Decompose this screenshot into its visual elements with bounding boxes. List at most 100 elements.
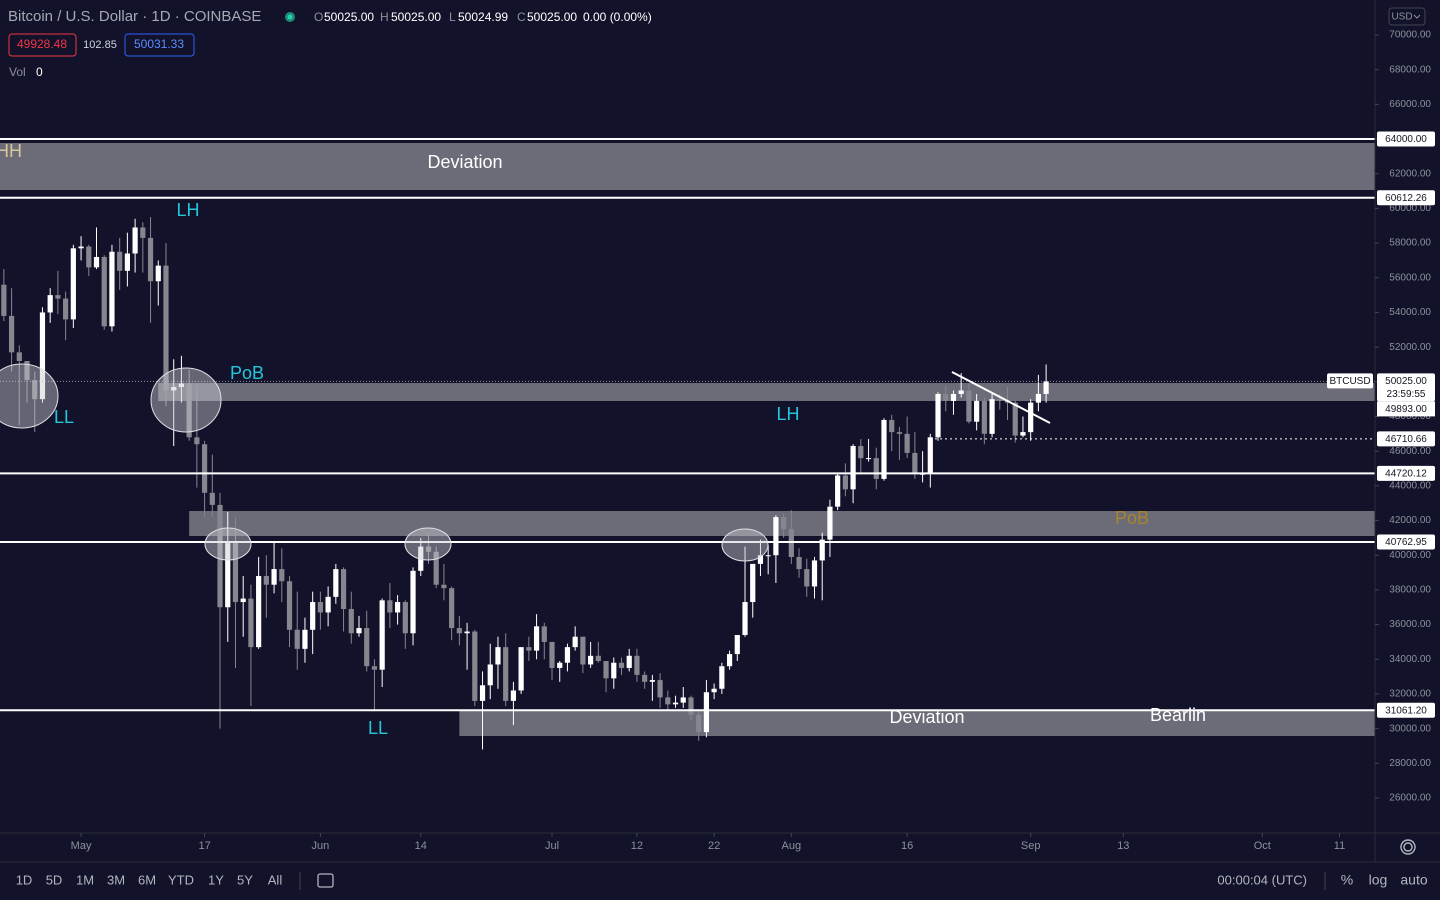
- spread: 102.85: [83, 39, 117, 51]
- last-price-bg: [1377, 373, 1435, 402]
- candle-body: [201, 444, 208, 493]
- timeframe-button[interactable]: 5Y: [237, 872, 253, 887]
- candle-body: [858, 445, 864, 459]
- candle-body: [588, 655, 594, 665]
- candle-body: [680, 697, 686, 703]
- level-tag: 60612.26: [1385, 193, 1427, 204]
- highlight-circle: [0, 363, 59, 429]
- candle-body: [873, 458, 879, 479]
- annotation: Deviation: [889, 707, 964, 727]
- candle-body: [526, 647, 532, 651]
- ask-box[interactable]: [124, 33, 195, 57]
- candle-body: [271, 569, 277, 585]
- y-tick-label: 58000.00: [1389, 238, 1431, 249]
- candle-body: [263, 576, 269, 585]
- candle-body: [194, 437, 200, 445]
- candle-body: [248, 598, 254, 648]
- candle-body: [109, 251, 115, 327]
- timeframe-button[interactable]: 3M: [107, 872, 125, 887]
- candle-body: [39, 312, 46, 400]
- candle-body: [333, 569, 339, 597]
- candle-body: [433, 551, 439, 585]
- candle-body: [302, 629, 308, 649]
- timeframe-button[interactable]: 1Y: [208, 872, 224, 887]
- candle-body: [240, 598, 246, 603]
- candle-body: [70, 248, 76, 320]
- candle-body: [325, 596, 331, 613]
- zone: [459, 709, 1375, 736]
- x-tick-label: 11: [1334, 840, 1345, 852]
- candle-body: [549, 641, 555, 668]
- candle-body: [356, 628, 362, 634]
- axis-option[interactable]: %: [1341, 872, 1353, 888]
- candle-body: [340, 569, 347, 609]
- candle-body: [634, 655, 640, 675]
- candle-body: [611, 662, 617, 679]
- candle-body: [279, 569, 285, 582]
- axis-option[interactable]: log: [1369, 872, 1388, 888]
- candle-body: [402, 602, 408, 634]
- candle-body: [364, 628, 370, 667]
- timeframe-button[interactable]: YTD: [168, 872, 194, 887]
- extra-tag: 49893.00: [1385, 404, 1427, 415]
- y-tick-label: 48000.00: [1389, 411, 1431, 422]
- candle-body: [642, 674, 648, 682]
- extra-tag-bg: [1377, 401, 1435, 417]
- timeframe-button[interactable]: 5D: [46, 872, 63, 887]
- axis-option[interactable]: auto: [1400, 872, 1427, 888]
- bid-box[interactable]: [8, 33, 77, 57]
- candle-body: [441, 584, 447, 589]
- y-tick-label: 68000.00: [1389, 64, 1431, 75]
- candle-body: [86, 246, 92, 268]
- x-tick-label: Sep: [1021, 840, 1041, 852]
- candle-body: [626, 655, 632, 668]
- date-range-icon[interactable]: [317, 873, 334, 888]
- candle-body: [935, 393, 941, 438]
- candle-body: [765, 555, 771, 557]
- status-dot-inner: [287, 14, 293, 20]
- timeframe-button[interactable]: All: [268, 872, 283, 887]
- y-tick-label: 32000.00: [1389, 689, 1431, 700]
- candle-body: [688, 697, 694, 715]
- currency-button[interactable]: [1388, 7, 1426, 26]
- x-tick-label: 17: [198, 840, 210, 852]
- candle-body: [140, 227, 146, 238]
- settings-icon[interactable]: [1400, 839, 1416, 855]
- y-tick-label: 62000.00: [1389, 168, 1431, 179]
- annotation: Bearlin: [1150, 705, 1206, 725]
- candle-body: [464, 631, 470, 634]
- candle-body: [757, 555, 764, 564]
- candle-body: [518, 647, 524, 691]
- candle-body: [147, 237, 154, 282]
- annotation: PoB: [1115, 508, 1149, 528]
- level-tag: 31061.20: [1385, 705, 1427, 716]
- y-tick-label: 38000.00: [1389, 585, 1431, 596]
- level-tag-bg: [1377, 702, 1435, 718]
- candle-body: [209, 492, 215, 505]
- x-tick-label: Jul: [545, 840, 559, 852]
- y-tick-label: 36000.00: [1389, 619, 1431, 630]
- candle-body: [557, 662, 563, 668]
- level-tag: 46710.66: [1385, 434, 1427, 445]
- candle-body: [16, 352, 22, 362]
- y-tick-label: 30000.00: [1389, 723, 1431, 734]
- level-tag-bg: [1377, 190, 1435, 206]
- candle-body: [472, 631, 478, 701]
- symbol-tag-bg: [1327, 373, 1373, 389]
- bid[interactable]: 49928.48: [17, 37, 67, 51]
- candle-body: [865, 458, 872, 460]
- candle-body: [32, 380, 38, 400]
- timeframe-button[interactable]: 1M: [76, 872, 94, 887]
- level-tag-bg: [1377, 431, 1435, 447]
- ask[interactable]: 50031.33: [134, 37, 184, 51]
- timeframe-button[interactable]: 1D: [16, 872, 33, 887]
- candle-body: [719, 666, 725, 689]
- candle-body: [418, 546, 424, 571]
- currency[interactable]: USD: [1391, 12, 1412, 23]
- candle-body: [804, 569, 810, 587]
- candle-body: [225, 543, 231, 608]
- y-tick-label: 54000.00: [1389, 307, 1431, 318]
- candle-body: [387, 600, 393, 613]
- x-tick-label: Aug: [782, 840, 802, 852]
- timeframe-button[interactable]: 6M: [138, 872, 156, 887]
